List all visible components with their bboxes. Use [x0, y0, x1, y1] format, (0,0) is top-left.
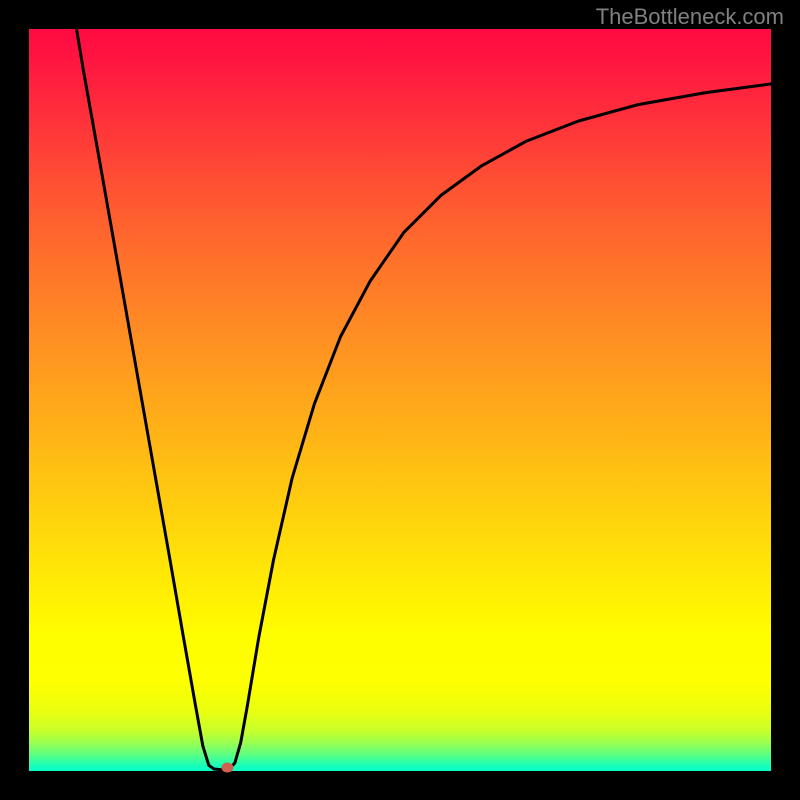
bottleneck-chart	[0, 0, 800, 800]
watermark-text: TheBottleneck.com	[596, 4, 784, 30]
optimal-point-marker	[221, 763, 233, 773]
plot-background	[28, 28, 772, 772]
chart-container: TheBottleneck.com	[0, 0, 800, 800]
